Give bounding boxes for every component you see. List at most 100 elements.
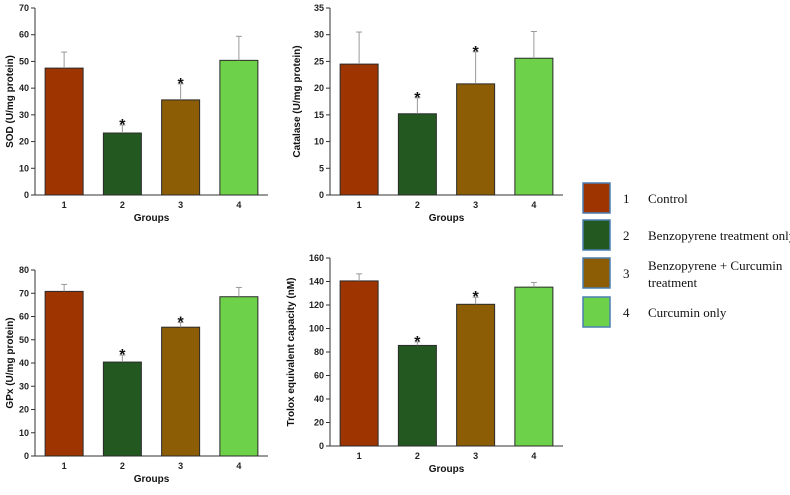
legend-label: Curcumin only (648, 305, 727, 320)
y-tick-label: 5 (319, 163, 324, 173)
bar-group-1 (339, 63, 379, 196)
y-tick-label: 40 (19, 358, 29, 368)
y-tick-label: 70 (19, 288, 29, 298)
y-tick-label: 80 (314, 347, 324, 357)
significance-star: * (178, 76, 185, 93)
x-tick-label: 3 (473, 451, 478, 461)
y-tick-label: 0 (319, 190, 324, 200)
y-tick-label: 0 (24, 451, 29, 461)
y-tick-label: 0 (24, 190, 29, 200)
bar-group-1 (44, 290, 84, 457)
significance-star: * (473, 44, 480, 61)
x-tick-label: 2 (415, 200, 420, 210)
chart-catalase: 0 5 10 15 20 25 30 35 1 * 2 * 3 4 Groups Catalase (U/mg… (292, 3, 563, 224)
chart-gpx: 0 10 20 30 40 50 60 70 80 1 * 2 * 3 4 Groups GPx (U/mg p… (5, 265, 268, 485)
bar-group-2 (102, 132, 142, 196)
x-tick-label: 4 (531, 451, 536, 461)
y-axis-label: GPx (U/mg protein) (5, 317, 16, 408)
x-axis-label: Groups (134, 474, 170, 485)
bar-group-4 (514, 286, 554, 447)
bar-group-4 (219, 59, 259, 196)
bar-group-2 (397, 344, 437, 447)
chart-trolox: 0 20 40 60 80 100 120 140 160 1 * 2 * 3 4 Groups Trolox … (286, 253, 563, 475)
legend-number: 4 (623, 305, 630, 320)
y-tick-label: 70 (19, 3, 29, 13)
x-tick-label: 4 (236, 200, 241, 210)
x-tick-label: 2 (415, 451, 420, 461)
x-tick-label: 2 (120, 461, 125, 471)
y-tick-label: 35 (314, 3, 324, 13)
legend-swatch-4 (582, 296, 611, 328)
legend-label: Benzopyrene + Curcumin (648, 258, 783, 273)
y-tick-label: 50 (19, 56, 29, 66)
bar-group-4 (514, 57, 554, 196)
bar-group-3 (161, 99, 201, 196)
y-tick-label: 15 (314, 110, 324, 120)
x-tick-label: 3 (178, 461, 183, 471)
y-tick-label: 50 (19, 335, 29, 345)
x-tick-label: 1 (357, 200, 362, 210)
y-tick-label: 160 (309, 253, 324, 263)
chart-sod: 0 10 20 30 40 50 60 70 1 * 2 * 3 4 Groups SOD (U/mg pro… (5, 3, 268, 224)
y-tick-label: 20 (19, 405, 29, 415)
x-tick-label: 3 (178, 200, 183, 210)
y-axis-label: SOD (U/mg protein) (5, 55, 16, 148)
x-tick-label: 2 (120, 200, 125, 210)
legend-swatch-3 (582, 257, 611, 289)
y-tick-label: 40 (19, 83, 29, 93)
significance-star: * (119, 117, 126, 134)
x-axis-label: Groups (429, 213, 465, 224)
y-tick-label: 40 (314, 394, 324, 404)
bar-group-1 (339, 280, 379, 447)
bar-group-1 (44, 67, 84, 196)
x-tick-label: 1 (62, 461, 67, 471)
bar-group-2 (102, 361, 142, 457)
y-tick-label: 60 (19, 30, 29, 40)
y-tick-label: 30 (19, 381, 29, 391)
legend-number: 3 (623, 266, 630, 281)
y-tick-label: 10 (19, 428, 29, 438)
x-tick-label: 1 (357, 451, 362, 461)
x-axis-label: Groups (134, 213, 170, 224)
x-tick-label: 4 (531, 200, 536, 210)
y-tick-label: 10 (314, 137, 324, 147)
y-tick-label: 30 (314, 30, 324, 40)
y-tick-label: 20 (314, 418, 324, 428)
y-tick-label: 20 (19, 137, 29, 147)
legend-label: Benzopyrene treatment only (648, 228, 790, 243)
y-tick-label: 140 (309, 277, 324, 287)
x-axis-label: Groups (429, 464, 465, 475)
bar-group-3 (161, 326, 201, 457)
y-tick-label: 120 (309, 300, 324, 310)
legend-label: Control (648, 191, 688, 206)
significance-star: * (414, 334, 421, 351)
y-tick-label: 0 (319, 441, 324, 451)
significance-star: * (473, 289, 480, 306)
bar-group-3 (456, 303, 496, 447)
bar-group-3 (456, 83, 496, 196)
y-axis-label: Catalase (U/mg protein) (292, 45, 303, 157)
legend-swatch-1 (582, 182, 611, 214)
y-axis-label: Trolox equivalent capacity (nM) (286, 278, 297, 427)
x-tick-label: 3 (473, 200, 478, 210)
y-tick-label: 60 (19, 312, 29, 322)
y-tick-label: 100 (309, 324, 324, 334)
legend-number: 1 (623, 191, 630, 206)
bar-group-2 (397, 113, 437, 196)
significance-star: * (119, 347, 126, 364)
legend-swatch-2 (582, 219, 611, 251)
y-tick-label: 25 (314, 56, 324, 66)
legend-number: 2 (623, 228, 630, 243)
significance-star: * (414, 90, 421, 107)
y-tick-label: 30 (19, 110, 29, 120)
y-tick-label: 60 (314, 371, 324, 381)
legend-label: treatment (648, 275, 697, 290)
y-tick-label: 20 (314, 83, 324, 93)
y-tick-label: 10 (19, 163, 29, 173)
x-tick-label: 4 (236, 461, 241, 471)
x-tick-label: 1 (62, 200, 67, 210)
bar-group-4 (219, 296, 259, 457)
y-tick-label: 80 (19, 265, 29, 275)
legend: 1 Control 2 Benzopyrene treatment only 3 Benz… (582, 182, 790, 328)
